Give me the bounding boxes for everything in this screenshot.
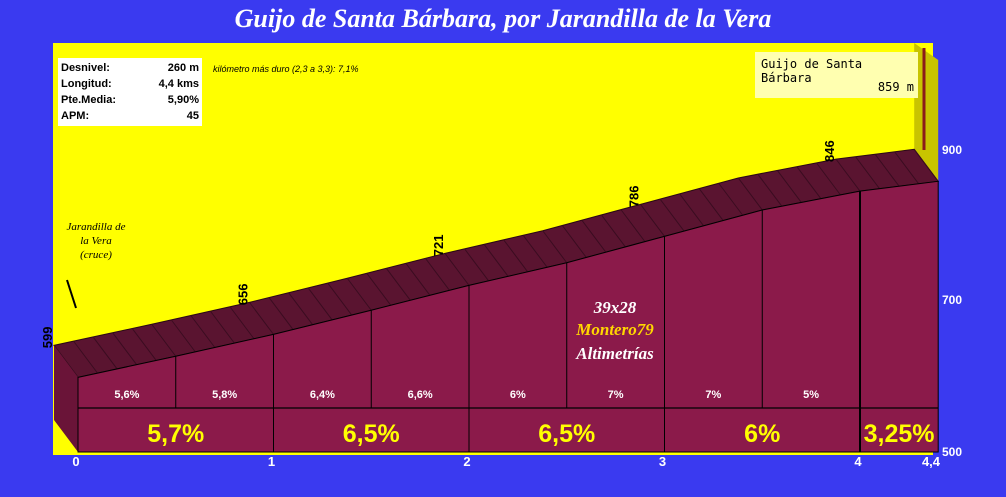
- km-gradient-label: 6%: [744, 420, 780, 448]
- half-km-gradient-label: 5,8%: [212, 389, 237, 401]
- profile-rib: [327, 282, 353, 316]
- profile-rib: [737, 177, 763, 211]
- half-km-gradient-label: 6,6%: [408, 389, 433, 401]
- stat-row-desnivel: Desnivel: 260 m: [61, 62, 199, 74]
- profile-rib: [209, 310, 235, 344]
- profile-rib: [464, 248, 489, 282]
- half-km-gradient-label: 5%: [803, 389, 819, 401]
- page-title: Guijo de Santa Bárbara, por Jarandilla d…: [234, 4, 772, 33]
- profile-rib: [249, 302, 274, 335]
- profile-rib: [405, 263, 431, 296]
- profile-rib: [503, 239, 529, 273]
- profile-left-face: [54, 345, 78, 452]
- x-tick-label: 4: [854, 454, 862, 469]
- stat-row-longitud: Longitud: 4,4 kms: [61, 78, 199, 90]
- summit-label: Guijo de Santa Bárbara 859 m: [755, 52, 918, 98]
- y-tick-label: 700: [942, 293, 962, 307]
- km-gradient-label: 5,7%: [147, 420, 204, 448]
- profile-rib: [874, 153, 900, 187]
- profile-rib: [601, 214, 626, 248]
- half-km-gradient-label: 6,4%: [310, 389, 335, 401]
- profile-rib: [679, 193, 704, 227]
- elevation-point-label: 846: [822, 140, 837, 162]
- elevation-point-label: 721: [431, 235, 446, 257]
- profile-rib: [92, 336, 118, 370]
- elevation-point-label: 786: [627, 186, 642, 208]
- elevation-point-label: 599: [40, 327, 55, 349]
- profile-rib: [483, 244, 509, 277]
- x-tick-label: 2: [463, 454, 470, 469]
- profile-rib: [385, 267, 411, 301]
- half-km-gradient-label: 5,6%: [114, 389, 139, 401]
- elevation-point-label: 656: [236, 284, 251, 306]
- profile-rib: [268, 297, 294, 330]
- profile-rib: [816, 162, 841, 196]
- profile-rib: [131, 328, 157, 361]
- profile-rib: [718, 182, 744, 216]
- profile-rib: [561, 225, 587, 258]
- stat-row-apm: APM: 45: [61, 110, 199, 122]
- profile-rib: [425, 258, 450, 291]
- stats-box: Desnivel: 260 m Longitud: 4,4 kms Pte.Medi…: [58, 58, 202, 126]
- start-label: Jarandilla de la Vera (cruce): [66, 221, 126, 261]
- profile-rib: [73, 340, 98, 374]
- y-tick-label: 500: [942, 445, 962, 459]
- km-gradient-label: 6,5%: [343, 420, 400, 448]
- profile-rib: [542, 230, 568, 264]
- summit-name: Guijo de Santa Bárbara: [761, 57, 863, 85]
- credit-scale: 39x28: [593, 298, 637, 317]
- profile-rib: [835, 158, 861, 192]
- profile-rib: [581, 219, 607, 253]
- profile-rib: [112, 332, 138, 365]
- profile-rib: [640, 204, 665, 237]
- profile-rib: [190, 315, 216, 348]
- profile-rib: [894, 151, 920, 185]
- profile-rib: [776, 170, 802, 203]
- profile-rib: [757, 173, 783, 207]
- profile-rib: [151, 323, 177, 357]
- x-tick-label: 4,4: [922, 454, 941, 469]
- profile-rib: [698, 188, 724, 221]
- profile-rib: [522, 234, 548, 268]
- profile-rib: [444, 253, 470, 286]
- km-gradient-label: 6,5%: [538, 420, 595, 448]
- credit-author: Montero79: [576, 320, 654, 339]
- summit-elevation: 859 m: [877, 80, 914, 94]
- km-gradient-label: 3,25%: [864, 420, 935, 448]
- hardest-km-note: kilómetro más duro (2,3 a 3,3): 7,1%: [213, 64, 359, 74]
- credit-site: Altimetrías: [576, 344, 654, 363]
- profile-rib: [855, 156, 880, 189]
- profile-rib: [796, 166, 822, 199]
- profile-rib: [913, 149, 939, 182]
- start-pointer: [66, 279, 77, 309]
- profile-rib: [170, 319, 196, 353]
- half-km-gradient-label: 6%: [510, 389, 526, 401]
- y-tick-label: 900: [942, 143, 962, 157]
- x-tick-label: 1: [268, 454, 275, 469]
- profile-rib: [229, 306, 255, 340]
- profile-rib: [307, 287, 333, 321]
- half-km-gradient-label: 7%: [608, 389, 624, 401]
- x-tick-label: 3: [659, 454, 666, 469]
- half-km-gradient-label: 7%: [705, 389, 721, 401]
- profile-rib: [620, 209, 646, 242]
- x-tick-label: 0: [72, 454, 79, 469]
- profile-rib: [288, 292, 314, 326]
- profile-rib: [659, 198, 685, 232]
- profile-rib: [346, 277, 372, 311]
- stat-row-pendiente: Pte.Media: 5,90%: [61, 94, 199, 106]
- profile-rib: [366, 272, 392, 306]
